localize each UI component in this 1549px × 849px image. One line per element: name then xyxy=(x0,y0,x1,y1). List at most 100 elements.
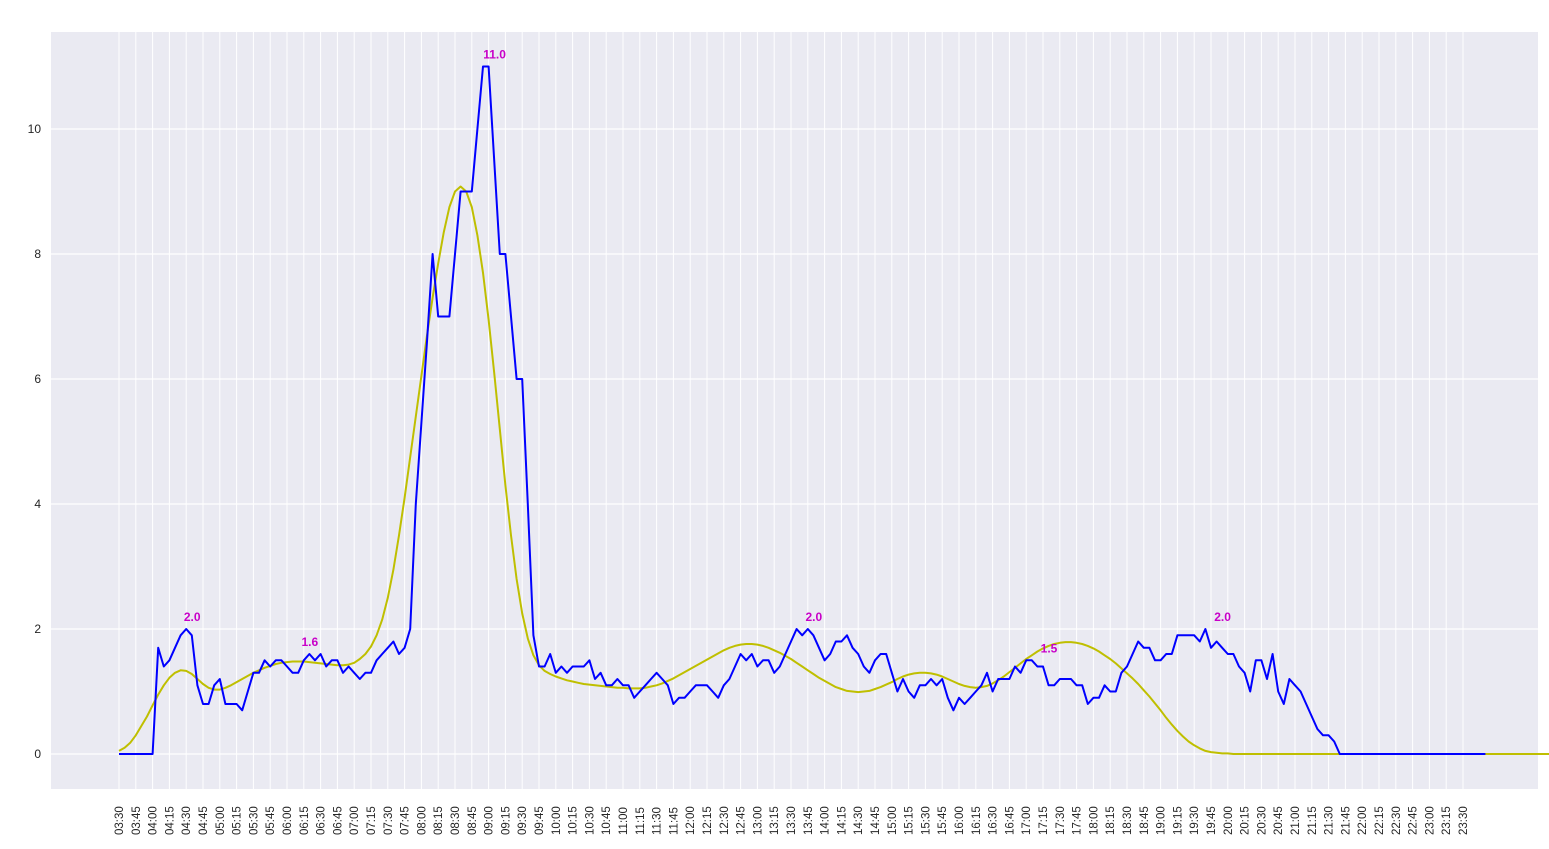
x-tick-label: 08:45 xyxy=(467,806,479,835)
x-tick-label: 12:00 xyxy=(685,806,697,835)
x-tick-label: 11:00 xyxy=(618,807,630,835)
x-tick-label: 06:45 xyxy=(332,806,344,835)
y-axis-tick-labels: 0 2 4 6 8 10 xyxy=(28,122,42,761)
x-tick-label: 07:30 xyxy=(383,806,395,835)
annotation-label: 1.6 xyxy=(301,635,318,649)
annotation-label: 2.0 xyxy=(184,610,201,624)
x-tick-label: 21:15 xyxy=(1307,806,1319,835)
x-tick-label: 19:30 xyxy=(1189,806,1201,835)
x-tick-label: 14:45 xyxy=(870,806,882,835)
x-tick-label: 10:00 xyxy=(551,806,563,835)
x-tick-label: 16:45 xyxy=(1004,806,1016,835)
x-tick-label: 15:30 xyxy=(920,806,932,835)
x-tick-label: 09:00 xyxy=(484,806,496,835)
x-tick-label: 06:00 xyxy=(282,806,294,835)
x-tick-label: 08:00 xyxy=(416,806,428,835)
x-tick-label: 14:30 xyxy=(853,806,865,835)
x-tick-label: 19:15 xyxy=(1172,806,1184,835)
y-tick-label: 4 xyxy=(34,497,41,511)
x-tick-label: 22:30 xyxy=(1391,806,1403,835)
x-tick-label: 19:00 xyxy=(1156,806,1168,835)
y-tick-label: 0 xyxy=(34,747,41,761)
x-tick-label: 23:30 xyxy=(1458,806,1470,835)
x-tick-label: 03:45 xyxy=(131,806,143,835)
x-tick-label: 17:45 xyxy=(1072,806,1084,835)
x-tick-label: 16:15 xyxy=(971,806,983,835)
x-tick-label: 21:45 xyxy=(1340,806,1352,835)
x-tick-label: 07:00 xyxy=(349,806,361,835)
x-tick-label: 19:45 xyxy=(1206,806,1218,835)
x-tick-label: 11:45 xyxy=(668,807,680,835)
x-tick-label: 05:00 xyxy=(215,806,227,835)
y-tick-label: 10 xyxy=(28,122,42,136)
annotation-label: 1.5 xyxy=(1041,641,1058,655)
x-tick-label: 18:30 xyxy=(1122,806,1134,835)
x-tick-label: 18:45 xyxy=(1139,806,1151,835)
x-tick-label: 05:45 xyxy=(265,806,277,835)
x-tick-label: 13:45 xyxy=(803,806,815,835)
annotation-label: 2.0 xyxy=(1214,610,1231,624)
x-tick-label: 11:30 xyxy=(652,807,664,835)
x-tick-label: 13:30 xyxy=(786,806,798,835)
x-tick-label: 03:30 xyxy=(114,806,126,835)
x-tick-label: 12:30 xyxy=(719,806,731,835)
x-tick-label: 10:30 xyxy=(584,806,596,835)
x-tick-label: 15:00 xyxy=(887,806,899,835)
x-tick-label: 20:15 xyxy=(1240,806,1252,835)
x-tick-label: 13:15 xyxy=(769,806,781,835)
smoothed-series-line xyxy=(118,185,1549,755)
x-tick-label: 23:15 xyxy=(1441,806,1453,835)
x-gridlines xyxy=(118,32,1464,789)
x-tick-label: 23:00 xyxy=(1424,806,1436,835)
x-tick-label: 10:45 xyxy=(601,806,613,835)
x-tick-label: 22:45 xyxy=(1408,806,1420,835)
x-tick-label: 05:15 xyxy=(232,806,244,835)
y-tick-label: 2 xyxy=(34,622,41,636)
x-tick-label: 04:30 xyxy=(181,806,193,835)
x-tick-label: 08:30 xyxy=(450,806,462,835)
x-tick-label: 09:15 xyxy=(500,806,512,835)
x-tick-label: 18:00 xyxy=(1088,806,1100,835)
x-tick-label: 22:00 xyxy=(1357,806,1369,835)
x-tick-label: 16:30 xyxy=(988,806,1000,835)
x-tick-label: 17:15 xyxy=(1038,806,1050,835)
x-tick-label: 07:45 xyxy=(400,806,412,835)
x-tick-label: 09:30 xyxy=(517,806,529,835)
x-tick-label: 17:30 xyxy=(1055,806,1067,835)
x-axis-tick-labels: 03:30 03:45 04:00 04:15 04:30 04:45 05:00 05:15… xyxy=(114,806,1470,835)
x-tick-label: 05:30 xyxy=(248,806,260,835)
x-tick-label: 12:15 xyxy=(702,806,714,835)
x-tick-label: 04:00 xyxy=(148,806,160,835)
x-tick-label: 15:45 xyxy=(937,806,949,835)
x-tick-label: 07:15 xyxy=(366,806,378,835)
raw-series-line xyxy=(119,65,1486,755)
x-tick-label: 08:15 xyxy=(433,806,445,835)
x-tick-label: 04:15 xyxy=(164,806,176,835)
x-tick-label: 17:00 xyxy=(1021,806,1033,835)
x-tick-label: 20:00 xyxy=(1223,806,1235,835)
plot-area xyxy=(51,32,1538,789)
annotation-label: 11.0 xyxy=(483,48,506,62)
y-tick-label: 8 xyxy=(34,247,41,261)
x-tick-label: 20:30 xyxy=(1256,806,1268,835)
x-tick-label: 22:15 xyxy=(1374,806,1386,835)
x-tick-label: 13:00 xyxy=(752,806,764,835)
x-tick-label: 14:15 xyxy=(836,806,848,835)
x-tick-label: 10:15 xyxy=(568,806,580,835)
x-tick-label: 18:15 xyxy=(1105,806,1117,835)
x-tick-label: 12:45 xyxy=(736,806,748,835)
y-tick-label: 6 xyxy=(34,372,41,386)
peak-annotations: 2.0 1.6 11.0 2.0 1.5 2.0 xyxy=(184,48,1231,656)
x-tick-label: 09:45 xyxy=(534,806,546,835)
x-tick-label: 15:15 xyxy=(904,806,916,835)
annotation-label: 2.0 xyxy=(805,610,822,624)
x-tick-label: 21:00 xyxy=(1290,806,1302,835)
x-tick-label: 20:45 xyxy=(1273,806,1285,835)
x-tick-label: 04:45 xyxy=(198,806,210,835)
x-tick-label: 16:00 xyxy=(954,806,966,835)
x-tick-label: 06:15 xyxy=(299,806,311,835)
x-tick-label: 21:30 xyxy=(1324,806,1336,835)
x-tick-label: 14:00 xyxy=(820,806,832,835)
x-tick-label: 11:15 xyxy=(635,807,647,835)
